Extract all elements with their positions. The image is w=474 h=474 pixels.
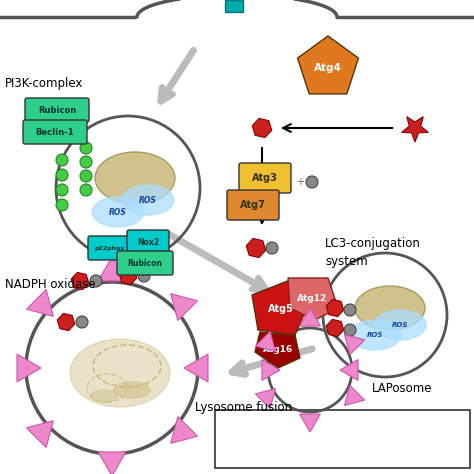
Polygon shape (340, 360, 358, 381)
Polygon shape (255, 332, 300, 368)
Polygon shape (255, 331, 275, 352)
Text: ROS: ROS (109, 208, 127, 217)
Text: ROS: ROS (392, 322, 408, 328)
Text: NADPH oxidase: NADPH oxidase (5, 279, 96, 292)
FancyBboxPatch shape (225, 0, 243, 12)
Ellipse shape (122, 185, 174, 215)
Text: Rubicon: Rubicon (38, 106, 76, 115)
Ellipse shape (95, 152, 175, 204)
Text: ROS: ROS (139, 195, 157, 204)
Ellipse shape (355, 286, 425, 330)
Text: Atg7: Atg7 (240, 200, 266, 210)
Circle shape (90, 275, 102, 287)
Circle shape (306, 176, 318, 188)
Ellipse shape (90, 389, 118, 403)
Circle shape (138, 270, 150, 282)
Text: Lysosome fusion: Lysosome fusion (195, 401, 292, 414)
Text: Atg4: Atg4 (314, 63, 342, 73)
FancyBboxPatch shape (239, 163, 291, 193)
Circle shape (266, 242, 278, 254)
Polygon shape (300, 308, 320, 326)
Text: Beclin-1: Beclin-1 (36, 128, 74, 137)
Text: LAPosome: LAPosome (372, 382, 432, 394)
Circle shape (344, 304, 356, 316)
Polygon shape (288, 278, 338, 320)
Circle shape (80, 170, 92, 182)
Text: PI3K-complex: PI3K-complex (5, 76, 83, 90)
Polygon shape (171, 294, 198, 320)
Text: p22phox: p22phox (95, 246, 125, 250)
Polygon shape (300, 414, 320, 432)
Polygon shape (98, 257, 126, 281)
Text: Atg5: Atg5 (268, 304, 293, 314)
Circle shape (80, 156, 92, 168)
Text: Nox2: Nox2 (137, 237, 159, 246)
FancyBboxPatch shape (117, 251, 173, 275)
Polygon shape (184, 354, 208, 382)
Text: ROS: ROS (367, 332, 383, 338)
Circle shape (56, 154, 68, 166)
Polygon shape (345, 385, 365, 405)
Polygon shape (252, 280, 308, 335)
Polygon shape (98, 452, 126, 474)
FancyBboxPatch shape (25, 98, 89, 122)
Polygon shape (255, 389, 275, 409)
Text: Atg16: Atg16 (263, 345, 293, 354)
Circle shape (76, 316, 88, 328)
Text: Rubicon: Rubicon (128, 258, 163, 267)
Circle shape (344, 324, 356, 336)
Polygon shape (298, 36, 358, 94)
Polygon shape (401, 117, 428, 142)
Circle shape (56, 199, 68, 211)
Text: +: + (296, 177, 304, 187)
Text: Atg12: Atg12 (297, 294, 327, 303)
FancyBboxPatch shape (88, 236, 132, 260)
FancyBboxPatch shape (215, 410, 470, 468)
Ellipse shape (374, 310, 426, 340)
Ellipse shape (70, 339, 170, 407)
Polygon shape (171, 417, 198, 443)
Text: LC3-conjugation
system: LC3-conjugation system (325, 237, 421, 267)
Circle shape (123, 243, 133, 253)
FancyBboxPatch shape (227, 190, 279, 220)
Polygon shape (17, 354, 41, 382)
Circle shape (56, 184, 68, 196)
Ellipse shape (92, 197, 144, 227)
Circle shape (80, 142, 92, 154)
FancyBboxPatch shape (127, 230, 169, 254)
Polygon shape (27, 290, 53, 316)
Text: Atg3: Atg3 (252, 173, 278, 183)
Ellipse shape (349, 320, 401, 350)
Circle shape (56, 169, 68, 181)
Polygon shape (27, 421, 53, 447)
Ellipse shape (113, 381, 151, 399)
FancyBboxPatch shape (23, 120, 87, 144)
Circle shape (80, 184, 92, 196)
Polygon shape (262, 360, 280, 381)
Polygon shape (345, 335, 365, 355)
